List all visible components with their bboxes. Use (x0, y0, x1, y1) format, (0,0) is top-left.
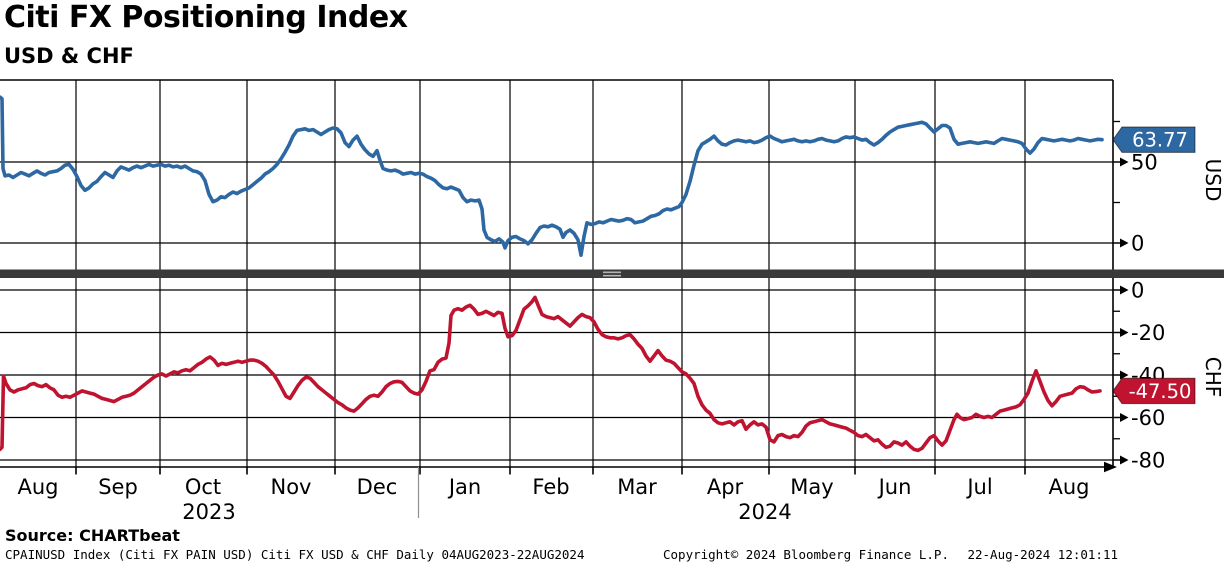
x-tick-label-month: Nov (271, 475, 312, 499)
y-tick-arrow-icon (1120, 328, 1129, 337)
y-tick-arrow-icon (1120, 285, 1129, 295)
x-tick-label-month: Sep (98, 475, 138, 499)
x-tick-label-month: Jun (877, 475, 912, 499)
x-tick-label-month: Aug (17, 475, 58, 499)
x-tick-label-month: Aug (1048, 475, 1089, 499)
y-tick-label: 0 (1131, 232, 1144, 256)
chart-subtitle: USD & CHF (4, 44, 134, 68)
ticker-description: CPAINUSD Index (Citi FX PAIN USD) Citi F… (5, 547, 585, 562)
x-tick-label-month: Apr (707, 475, 744, 499)
timestamp: 22-Aug-2024 12:01:11 (967, 547, 1118, 562)
y-tick-label: 0 (1131, 279, 1144, 303)
x-tick-label-month: Dec (357, 475, 398, 499)
source-label: Source: CHARTbeat (5, 526, 180, 545)
x-tick-label-month: Feb (532, 475, 569, 499)
x-tick-label-month: Oct (185, 475, 221, 499)
y-tick-arrow-icon (1120, 238, 1129, 248)
last-value-tag-chf (1112, 377, 1196, 405)
page-title: Citi FX Positioning Index (4, 0, 408, 35)
usd-line (0, 95, 1104, 257)
y-tick-arrow-icon (1120, 413, 1129, 422)
x-tick-label-month: Jul (965, 475, 992, 499)
panel-divider-bar (0, 269, 1224, 278)
last-value-label-chf: -47.50 (1129, 380, 1192, 403)
chf-line (0, 295, 1102, 453)
y-tick-arrow-icon (1120, 370, 1129, 380)
last-value-label-usd: 63.77 (1132, 129, 1188, 152)
y-tick-arrow-icon (1120, 157, 1129, 167)
axis-name-usd: USD (1201, 159, 1224, 202)
axis-name-chf: CHF (1201, 357, 1224, 398)
x-axis-arrow-icon (1104, 461, 1117, 473)
x-tick-label-year: 2024 (738, 500, 791, 524)
last-value-tag-usd (1112, 126, 1196, 153)
x-tick-label-year: 2023 (182, 500, 235, 524)
y-tick-label: -80 (1131, 449, 1165, 473)
y-tick-label: -60 (1131, 406, 1165, 430)
y-tick-label: -20 (1131, 321, 1165, 345)
x-tick-label-month: May (790, 475, 833, 499)
x-tick-label-month: Jan (447, 475, 481, 499)
copyright-notice: Copyright© 2024 Bloomberg Finance L.P. (663, 547, 949, 562)
y-tick-label: 50 (1131, 151, 1158, 175)
y-tick-arrow-icon (1120, 455, 1129, 465)
x-tick-label-month: Mar (617, 475, 657, 499)
